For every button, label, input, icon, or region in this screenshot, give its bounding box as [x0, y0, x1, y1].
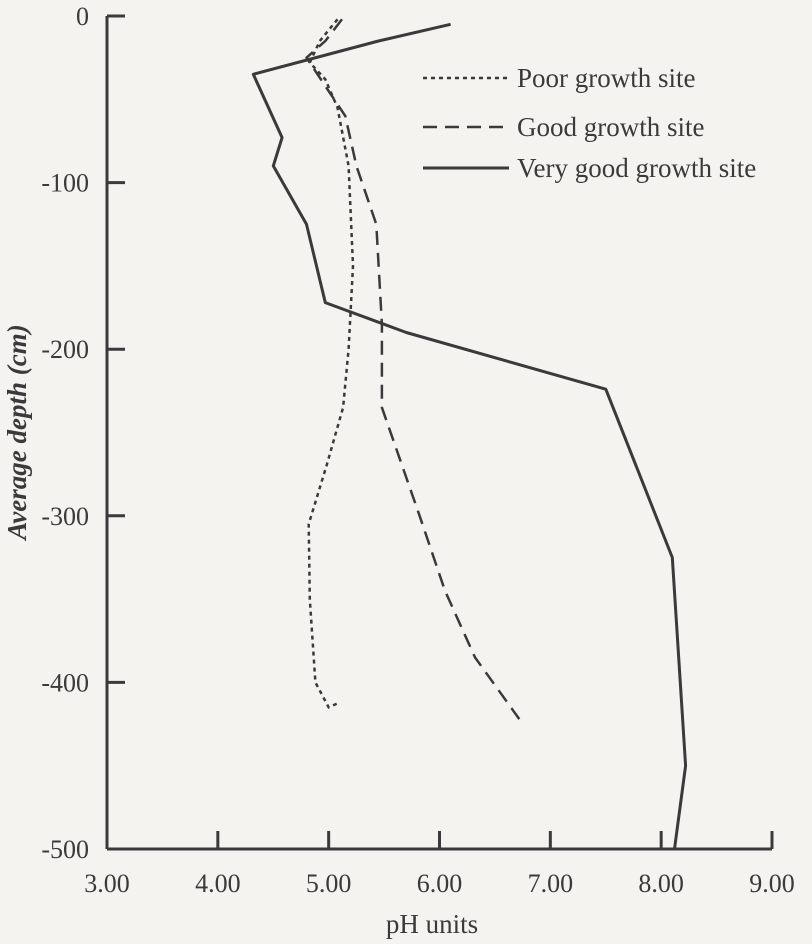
- y-tick-label: -200: [41, 335, 89, 364]
- x-tick-label: 6.00: [417, 869, 463, 898]
- x-tick-label: 5.00: [306, 869, 352, 898]
- series-lines: [251, 18, 688, 850]
- y-tick-label: -300: [41, 502, 89, 531]
- x-tick-label: 7.00: [528, 869, 574, 898]
- y-tick-label: 0: [76, 2, 89, 31]
- legend: Poor growth site Good growth site Very goo…: [423, 63, 756, 183]
- y-axis-title: Average depth (cm): [2, 324, 32, 541]
- x-axis-title: pH units: [386, 909, 478, 939]
- legend-label: Good growth site: [517, 112, 705, 142]
- legend-label: Very good growth site: [517, 153, 756, 183]
- y-tick-label: -400: [41, 668, 89, 697]
- y-tick-label: -100: [41, 169, 89, 198]
- x-tick-label: 4.00: [195, 869, 241, 898]
- y-tick-label: -500: [41, 835, 89, 864]
- legend-label: Poor growth site: [517, 63, 696, 93]
- series-line-dotted: [307, 18, 355, 709]
- x-tick-label: 9.00: [749, 869, 795, 898]
- series-line-dashed: [305, 18, 521, 720]
- axes: 3.00 4.00 5.00 6.00 7.00 8.00 9.00 0 -100 -200 -30…: [41, 2, 794, 898]
- x-tick-label: 8.00: [638, 869, 684, 898]
- x-tick-label: 3.00: [84, 869, 130, 898]
- series-line-solid: [251, 22, 688, 850]
